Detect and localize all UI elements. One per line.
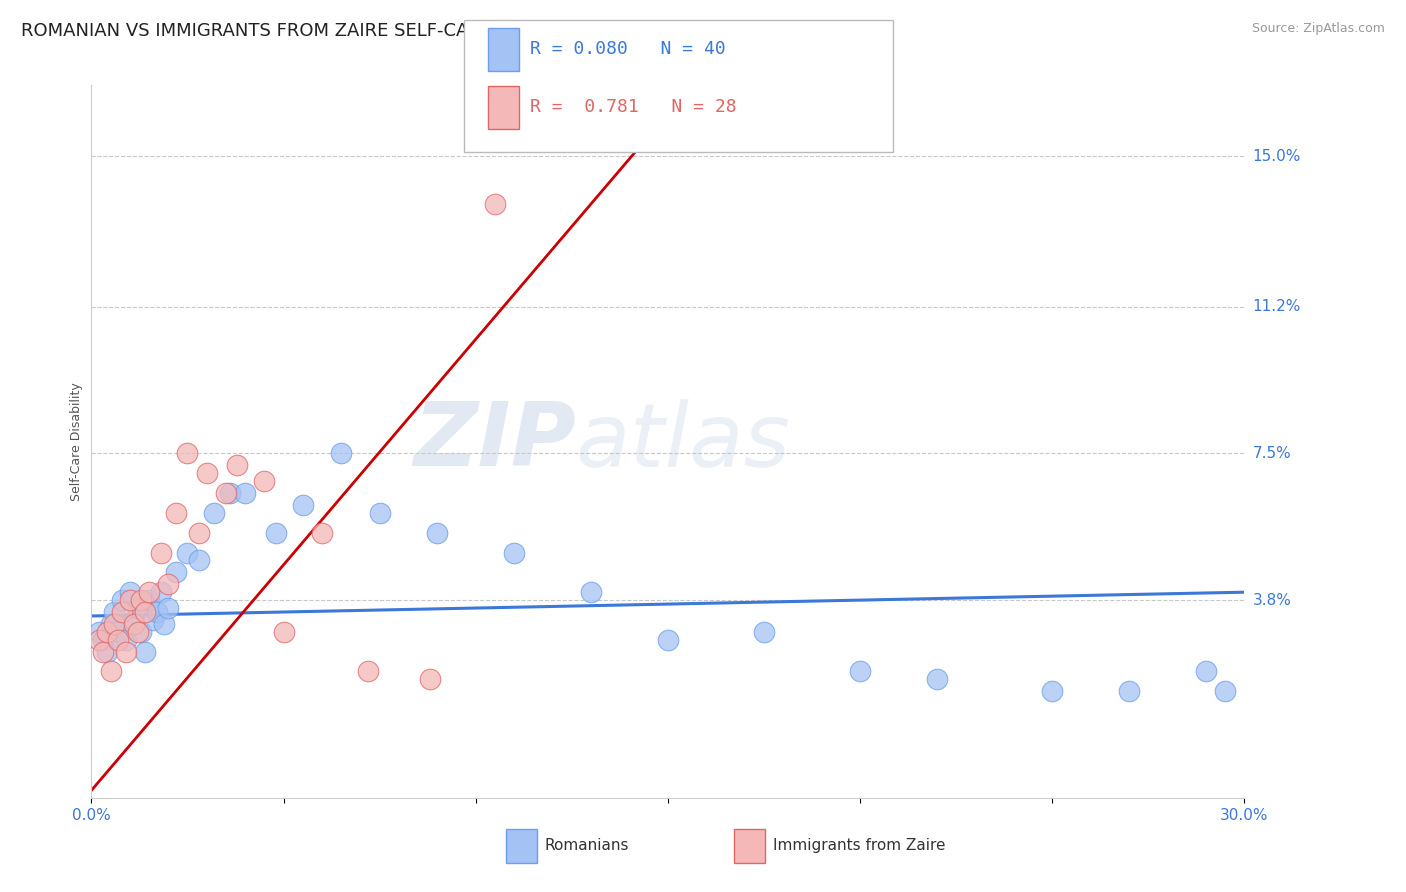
Point [165,566,187,580]
Point [134,605,156,619]
Point [127,624,149,639]
Point [115,632,138,647]
Point [138,585,160,599]
Point [1195,665,1218,679]
Point [311,525,333,540]
Point [202,506,225,520]
Point [96,624,118,639]
Point [87,632,110,647]
Point [122,616,145,631]
Point [752,624,775,639]
Text: R =  0.781   N = 28: R = 0.781 N = 28 [530,98,737,116]
Point [357,665,380,679]
Text: ROMANIAN VS IMMIGRANTS FROM ZAIRE SELF-CARE DISABILITY CORRELATION CHART: ROMANIAN VS IMMIGRANTS FROM ZAIRE SELF-C… [21,22,797,40]
Point [176,446,198,460]
Point [127,601,149,615]
Point [165,506,187,520]
Text: Source: ZipAtlas.com: Source: ZipAtlas.com [1251,22,1385,36]
Point [100,665,122,679]
Point [142,613,165,627]
Point [149,585,172,599]
Point [107,624,129,639]
Point [153,616,176,631]
Point [91,645,114,659]
Point [103,605,125,619]
Text: atlas: atlas [575,399,790,484]
Point [368,506,391,520]
Point [145,605,167,619]
Text: Immigrants from Zaire: Immigrants from Zaire [773,838,946,853]
Point [484,196,506,211]
Point [115,645,138,659]
Point [849,665,872,679]
Point [111,605,134,619]
Point [118,585,141,599]
Point [103,616,125,631]
Text: Romanians: Romanians [544,838,628,853]
Point [426,525,449,540]
Point [330,446,353,460]
Point [188,553,211,567]
Point [657,632,679,647]
Point [157,601,180,615]
Point [226,458,249,473]
Point [149,545,172,559]
Point [579,585,602,599]
Point [131,624,153,639]
Point [215,486,238,500]
Point [291,498,314,512]
Point [107,632,129,647]
Point [118,593,141,607]
Point [925,673,948,687]
Point [1040,684,1063,698]
Point [122,613,145,627]
Point [176,545,198,559]
Point [273,624,295,639]
Point [253,474,276,488]
Text: ZIP: ZIP [413,398,575,485]
Point [195,467,218,481]
Text: 15.0%: 15.0% [1253,149,1301,163]
Text: 11.2%: 11.2% [1253,299,1301,314]
Point [503,545,526,559]
Point [188,525,211,540]
Point [134,645,156,659]
Point [1118,684,1140,698]
Point [111,593,134,607]
Point [1213,684,1236,698]
Point [91,632,114,647]
Point [419,673,441,687]
Point [218,486,240,500]
Text: R = 0.080   N = 40: R = 0.080 N = 40 [530,40,725,59]
Point [138,593,160,607]
Point [100,616,122,631]
Point [131,593,153,607]
Point [157,577,180,591]
Point [87,624,110,639]
Text: 7.5%: 7.5% [1253,446,1291,461]
Point [233,486,256,500]
Text: 3.8%: 3.8% [1253,592,1292,607]
Y-axis label: Self-Care Disability: Self-Care Disability [70,382,83,501]
Point [96,645,118,659]
Point [264,525,287,540]
